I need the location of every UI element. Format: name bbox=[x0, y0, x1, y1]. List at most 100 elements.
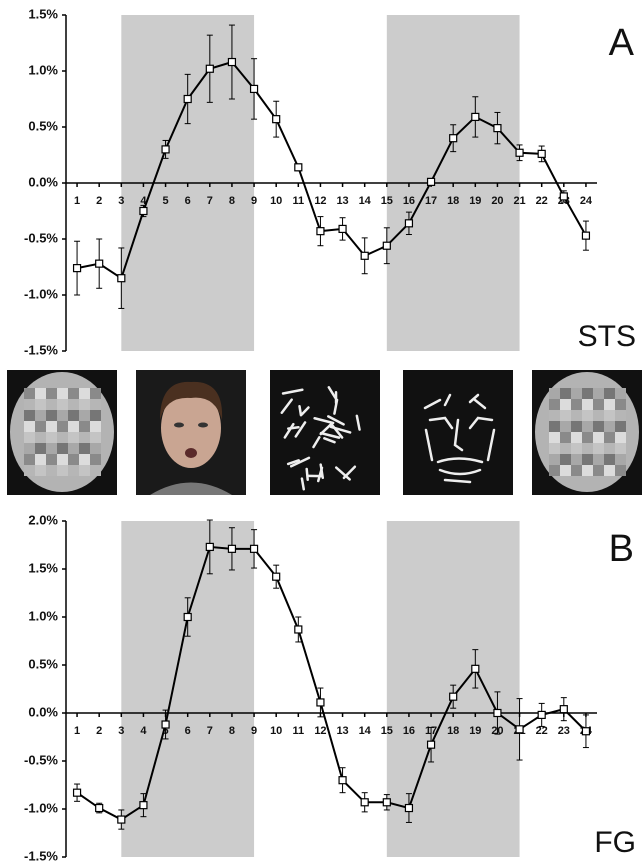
checker-cell bbox=[46, 454, 57, 465]
y-tick-label: -1.5% bbox=[24, 342, 58, 357]
checker-cell bbox=[90, 454, 101, 465]
checker-cell bbox=[604, 432, 615, 443]
checker-cell bbox=[57, 432, 68, 443]
checker-cell bbox=[24, 399, 35, 410]
checker-cell bbox=[615, 432, 626, 443]
checker-cell bbox=[68, 465, 79, 476]
checker-cell bbox=[549, 388, 560, 399]
checker-cell bbox=[571, 465, 582, 476]
checker-cell bbox=[35, 399, 46, 410]
marker bbox=[383, 799, 390, 806]
checker-cell bbox=[549, 410, 560, 421]
checker-cell bbox=[560, 410, 571, 421]
checker-cell bbox=[560, 432, 571, 443]
x-tick-label: 20 bbox=[491, 195, 503, 207]
checker-cell bbox=[582, 432, 593, 443]
checker-cell bbox=[571, 399, 582, 410]
checker-cell bbox=[560, 443, 571, 454]
checker-cell bbox=[35, 443, 46, 454]
checker-cell bbox=[615, 454, 626, 465]
marker bbox=[162, 721, 169, 728]
marker bbox=[273, 573, 280, 580]
checker-cell bbox=[549, 443, 560, 454]
checker-cell bbox=[90, 465, 101, 476]
checker-cell bbox=[582, 399, 593, 410]
x-tick-label: 14 bbox=[359, 195, 372, 207]
x-tick-label: 16 bbox=[403, 725, 415, 737]
marker bbox=[472, 665, 479, 672]
x-tick-label: 21 bbox=[513, 195, 525, 207]
checker-cell bbox=[549, 465, 560, 476]
marker bbox=[472, 113, 479, 120]
x-tick-label: 19 bbox=[469, 195, 481, 207]
checker-cell bbox=[79, 410, 90, 421]
marker bbox=[273, 116, 280, 123]
y-tick-label: 0.0% bbox=[28, 704, 58, 719]
marker bbox=[494, 710, 501, 717]
x-tick-label: 9 bbox=[251, 195, 257, 207]
checker-cell bbox=[571, 388, 582, 399]
checker-cell bbox=[604, 421, 615, 432]
checker-cell bbox=[560, 465, 571, 476]
marker bbox=[582, 232, 589, 239]
stimulus-strip bbox=[7, 370, 642, 495]
checker-cell bbox=[582, 443, 593, 454]
marker bbox=[405, 805, 412, 812]
x-tick-label: 18 bbox=[447, 195, 459, 207]
marker bbox=[361, 799, 368, 806]
x-tick-label: 6 bbox=[185, 195, 191, 207]
marker bbox=[450, 135, 457, 142]
marker bbox=[295, 164, 302, 171]
marker bbox=[538, 711, 545, 718]
checker-cell bbox=[79, 454, 90, 465]
y-tick-label: -1.5% bbox=[24, 848, 58, 863]
y-tick-label: 1.5% bbox=[28, 6, 58, 21]
checker-cell bbox=[24, 421, 35, 432]
checker-cell bbox=[79, 465, 90, 476]
x-tick-label: 3 bbox=[118, 725, 124, 737]
marker bbox=[96, 260, 103, 267]
x-tick-label: 18 bbox=[447, 725, 459, 737]
marker bbox=[582, 728, 589, 735]
checker-cell bbox=[57, 388, 68, 399]
checker-cell bbox=[68, 410, 79, 421]
checker-cell bbox=[46, 443, 57, 454]
marker bbox=[74, 789, 81, 796]
checker-cell bbox=[24, 454, 35, 465]
marker bbox=[516, 726, 523, 733]
checker-cell bbox=[46, 465, 57, 476]
checker-cell bbox=[571, 410, 582, 421]
checker-cell bbox=[615, 443, 626, 454]
x-tick-label: 4 bbox=[140, 725, 147, 737]
checker-cell bbox=[549, 399, 560, 410]
checker-cell bbox=[79, 421, 90, 432]
checker-cell bbox=[593, 465, 604, 476]
checker-cell bbox=[604, 388, 615, 399]
checker-cell bbox=[35, 454, 46, 465]
checker-cell bbox=[35, 410, 46, 421]
stimulus-lines-face bbox=[403, 370, 513, 495]
checker-cell bbox=[35, 465, 46, 476]
face-eye bbox=[174, 423, 184, 428]
checker-cell bbox=[615, 388, 626, 399]
checker-cell bbox=[68, 399, 79, 410]
x-tick-label: 23 bbox=[558, 725, 570, 737]
x-tick-label: 6 bbox=[185, 725, 191, 737]
checker-cell bbox=[615, 421, 626, 432]
checker-cell bbox=[604, 410, 615, 421]
checker-cell bbox=[582, 454, 593, 465]
marker bbox=[383, 242, 390, 249]
checker-cell bbox=[604, 399, 615, 410]
y-tick-label: 1.0% bbox=[28, 62, 58, 77]
y-tick-label: -1.0% bbox=[24, 286, 58, 301]
x-tick-label: 2 bbox=[96, 195, 102, 207]
checker-cell bbox=[35, 388, 46, 399]
checker-cell bbox=[593, 454, 604, 465]
checker-cell bbox=[604, 465, 615, 476]
checker-cell bbox=[24, 443, 35, 454]
marker bbox=[184, 96, 191, 103]
region-label: STS bbox=[578, 320, 636, 353]
marker bbox=[251, 85, 258, 92]
checker-cell bbox=[68, 388, 79, 399]
checker-cell bbox=[593, 399, 604, 410]
